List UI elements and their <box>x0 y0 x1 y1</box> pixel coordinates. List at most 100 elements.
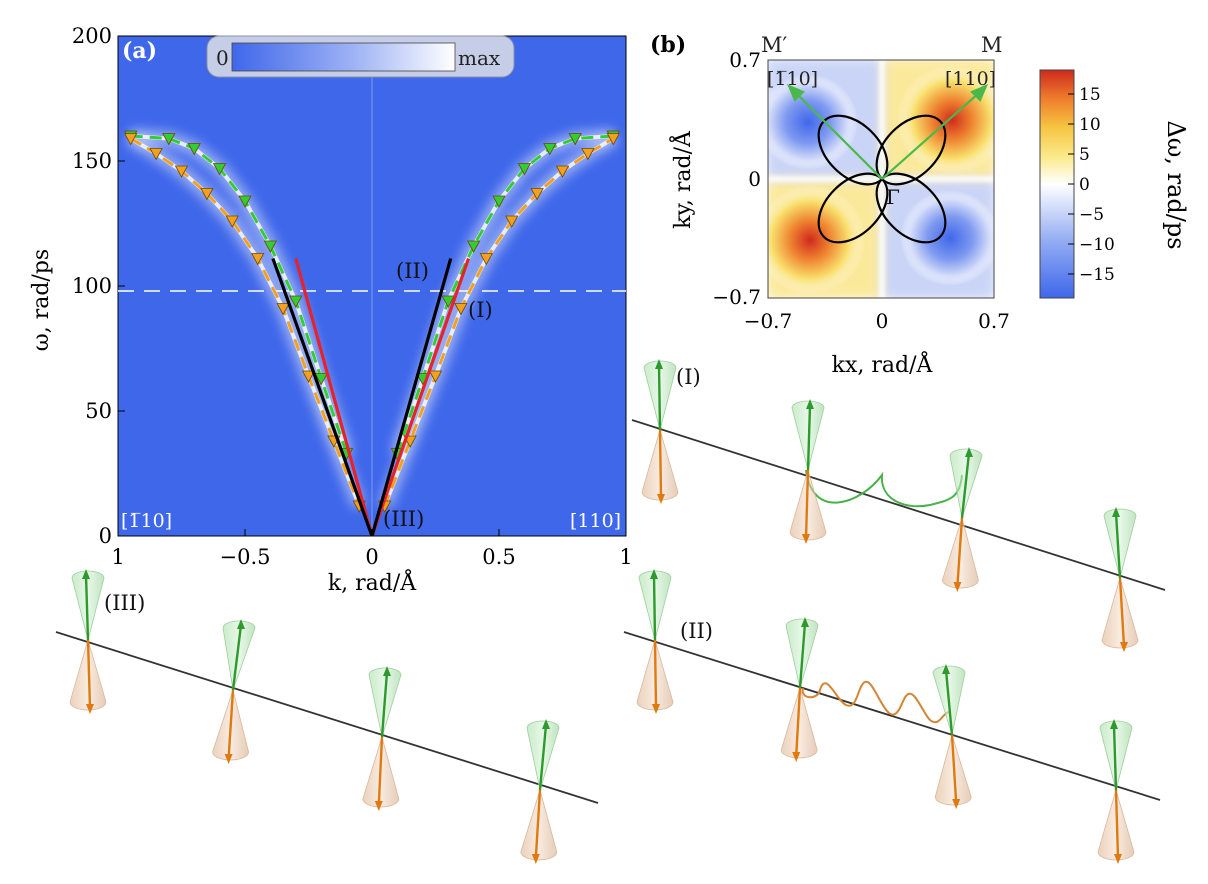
spin-arrowhead-down <box>952 799 961 809</box>
spin-arrowhead-down <box>1114 854 1122 864</box>
series-orange-marker <box>505 215 519 228</box>
panel-b-label: (b) <box>650 32 686 58</box>
panel-a: 0 max (a) [1̅10] [110] (I) (II) (III) 1 −… <box>29 24 633 596</box>
spin-arrow-down <box>653 639 658 709</box>
spin-arrow-down <box>804 469 810 539</box>
spin-arrowhead-down <box>657 494 665 504</box>
spin-arrow-up <box>380 671 389 738</box>
spin-arrow-down <box>1118 577 1126 647</box>
spin-arrow-down <box>534 789 542 859</box>
spin-arrow-down <box>658 429 663 499</box>
series-orange-marker <box>555 165 570 178</box>
corner-label-M-prime: M′ <box>761 33 788 57</box>
axes-b-ticks: 0.7 0 −0.7 −0.7 0 0.7 <box>712 48 1009 333</box>
colorbar-b-tick-label: 15 <box>1079 85 1101 105</box>
spin-arrowhead-up <box>806 399 814 409</box>
series-orange-marker <box>530 188 544 201</box>
b-ytick-top: 0.7 <box>729 48 761 72</box>
series-green-marker <box>568 133 582 146</box>
spin-arrowhead-up <box>1112 507 1120 517</box>
panel-b: Γ M′ M [1̅10] [110] (b) 0.7 0 −0.7 −0.7 … <box>650 32 1190 378</box>
series-green-marker <box>314 373 328 386</box>
series-green-marker <box>492 195 506 208</box>
series-green-marker <box>517 163 532 176</box>
spin-arrow-up <box>960 452 971 519</box>
colorbar-b-tick-label: −15 <box>1079 265 1115 285</box>
corner-label-M: M <box>981 33 1003 57</box>
series-orange-marker <box>251 253 265 266</box>
b-xtick-left: −0.7 <box>744 309 793 333</box>
spin-arrow-up <box>538 724 548 791</box>
a-xtick-label: 0.5 <box>482 545 515 569</box>
spin-arrowhead-down <box>652 704 660 714</box>
series-orange-marker <box>124 133 138 146</box>
b-ytick-mid: 0 <box>748 167 761 191</box>
spin-arrow-down <box>86 639 92 709</box>
spin-arrowhead-down <box>792 752 801 762</box>
series-green-marker <box>289 295 303 308</box>
spin-arrowhead-up <box>650 569 658 579</box>
spin-arrowhead-up <box>1110 719 1118 729</box>
series-green-marker <box>263 240 278 253</box>
spin-arrow-down <box>377 736 384 806</box>
spin-site <box>641 359 679 504</box>
gamma-point-label: Γ <box>886 185 900 209</box>
spin-site <box>520 719 560 864</box>
colorbar-b-ticks: 15 10 5 0 −5 −10 −15 <box>1068 85 1115 285</box>
spin-site <box>780 617 819 762</box>
a-ytick-label: 100 <box>72 274 112 298</box>
spin-arrow-down <box>227 689 235 759</box>
spin-arrowhead-down <box>224 754 233 764</box>
series-orange-marker <box>581 148 595 161</box>
b-xtick-right: 0.7 <box>978 309 1010 333</box>
spin-cone-upper <box>222 620 256 691</box>
spin-arrow-up <box>231 624 243 691</box>
series-green-marker <box>466 240 481 253</box>
series-orange-marker <box>301 370 316 383</box>
direction-right-label: [110] <box>570 510 621 532</box>
colorbar-gradient <box>231 42 456 72</box>
series-orange-line <box>383 137 615 507</box>
linear-fit-red <box>294 257 471 536</box>
chain-line-II <box>623 631 1161 801</box>
a-ytick-label: 200 <box>72 24 112 48</box>
direction-right-label-b: [110] <box>945 68 996 90</box>
colorbar-b-tick-label: 10 <box>1079 115 1101 135</box>
spin-arrowhead-up <box>942 664 950 674</box>
mode-II-illustration-label: (II) <box>680 619 713 643</box>
spin-arrowhead-up <box>801 617 809 627</box>
colorbar-b-tick-label: 5 <box>1079 145 1090 165</box>
a-xtick-label: 0 <box>365 545 378 569</box>
series-green-marker <box>212 163 227 176</box>
spin-arrowhead-up <box>383 666 391 676</box>
spin-arrow-down <box>950 734 958 804</box>
spin-arrowhead-up <box>965 447 973 457</box>
x-axis-label: k, rad/Å <box>328 568 417 596</box>
series-green-marker <box>238 195 252 208</box>
a-ytick-label: 150 <box>72 149 112 173</box>
spin-arrowhead-up <box>237 619 245 629</box>
spin-arrow-up <box>944 669 954 736</box>
series-orange-marker <box>479 253 493 266</box>
heatmap-hot-top-right <box>897 65 994 175</box>
spin-arrowhead-down <box>531 854 540 864</box>
spin-site <box>941 447 983 592</box>
heatmap-cold-top-left <box>768 74 858 170</box>
colorbar-max-label: max <box>458 46 501 70</box>
chain-line-I <box>631 419 1166 591</box>
series-orange-marker <box>428 370 443 383</box>
colorbar-min-label: 0 <box>216 46 229 70</box>
series-orange-marker <box>200 188 214 201</box>
spin-arrow-down <box>1114 789 1120 859</box>
spin-site <box>932 664 972 809</box>
spin-arrow-up <box>1112 724 1118 791</box>
illustration-mode-II: (II) <box>623 569 1161 864</box>
spin-site <box>362 666 402 811</box>
colorbar-b-tick-label: 0 <box>1079 175 1090 195</box>
spin-site <box>636 569 674 714</box>
spin-arrowhead-up <box>82 569 90 579</box>
b-y-axis-label: ky, rad/Å <box>668 130 696 229</box>
heatmap <box>768 60 994 298</box>
colorbar-b-tick-label: −10 <box>1079 235 1115 255</box>
series-green-marker <box>441 295 455 308</box>
